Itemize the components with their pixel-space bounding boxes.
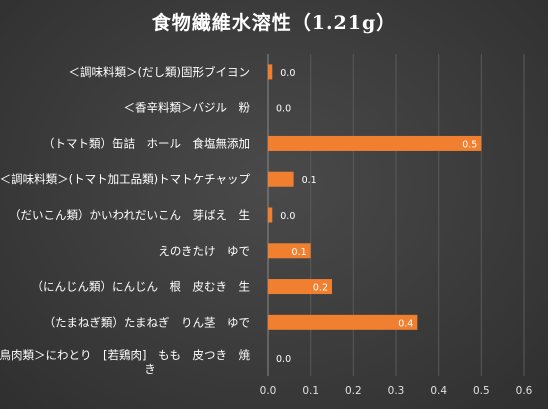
data-label: 0.1 xyxy=(302,175,317,186)
data-label: 0.2 xyxy=(313,283,328,294)
x-tick-label: 0.4 xyxy=(430,385,447,397)
category-label: ＜調味料類＞(トマト加工品類)トマトケチャップ xyxy=(0,172,250,186)
category-label: （トマト類）缶詰 ホール 食塩無添加 xyxy=(43,136,250,150)
category-labels: ＜調味料類＞(だし類)固形ブイヨン ＜香辛料類＞バジル 粉 （トマト類）缶詰 ホール… xyxy=(0,65,250,376)
x-tick-label: 0.0 xyxy=(260,385,277,397)
x-tick-label: 0.6 xyxy=(516,385,533,397)
bars xyxy=(268,64,482,330)
x-tick-label: 0.2 xyxy=(345,385,362,397)
data-label: 0.1 xyxy=(292,247,307,258)
category-label: （にんじん類）にんじん 根 皮むき 生 xyxy=(32,280,251,294)
data-label: 0.0 xyxy=(280,211,295,222)
x-tick-label: 0.3 xyxy=(388,385,405,397)
data-label: 0.4 xyxy=(398,318,413,329)
category-label: ＜鳥肉類＞にわとり [若鶏肉] もも 皮つき 焼き xyxy=(0,348,250,376)
grid-lines xyxy=(267,54,525,376)
category-label: えのきたけ ゆで xyxy=(158,244,250,258)
data-label: 0.5 xyxy=(462,139,477,150)
x-tick-label: 0.1 xyxy=(302,385,319,397)
x-tick-label: 0.5 xyxy=(473,385,490,397)
category-label: （たまねぎ類）たまねぎ りん茎 ゆで xyxy=(44,315,250,329)
bar xyxy=(268,64,273,80)
chart-title: 食物繊維水溶性（1.21g） xyxy=(152,11,397,34)
bar xyxy=(268,135,482,151)
category-label: ＜調味料類＞(だし類)固形ブイヨン xyxy=(69,65,250,79)
data-label: 0.0 xyxy=(276,104,291,115)
bar xyxy=(268,243,311,259)
category-label: （だいこん類）かいわれだいこん 芽ばえ 生 xyxy=(9,208,250,222)
bar xyxy=(268,171,294,187)
bar xyxy=(268,207,273,223)
x-tick-labels: 0.0 0.1 0.2 0.3 0.4 0.5 0.6 xyxy=(260,385,533,397)
bar xyxy=(268,279,332,295)
data-label: 0.0 xyxy=(280,68,295,79)
bar xyxy=(268,314,418,330)
category-label: ＜香辛料類＞バジル 粉 xyxy=(124,101,251,115)
data-labels: 0.0 0.0 0.5 0.1 0.0 0.1 0.2 0.4 0.0 xyxy=(276,68,477,365)
data-label: 0.0 xyxy=(276,354,291,365)
